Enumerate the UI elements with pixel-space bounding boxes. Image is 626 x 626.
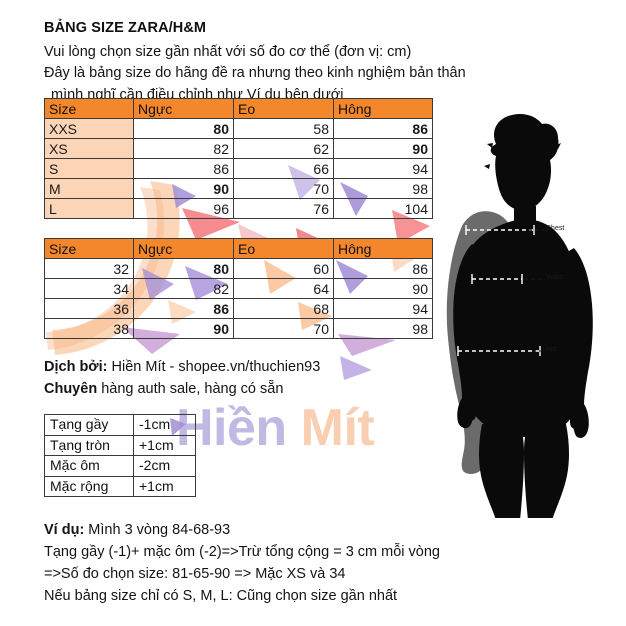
cell-nguc: 80: [133, 258, 234, 279]
cell-eo: 58: [233, 118, 334, 139]
cell-hong: 98: [333, 318, 433, 339]
cell-nguc: 86: [133, 298, 234, 319]
figure-label-chest: Chest: [546, 225, 565, 232]
measurement-lines: [458, 229, 540, 352]
cell-size: M: [44, 178, 134, 199]
credit-line-2-rest: hàng auth sale, hàng có sẵn: [97, 381, 284, 398]
cell-size: 38: [44, 318, 134, 339]
page-title: BẢNG SIZE ZARA/H&M: [44, 20, 207, 36]
table-row: XXS 80 58 86: [44, 118, 433, 139]
cell-size: L: [44, 198, 134, 219]
credit-line-1-rest: Hiền Mít - shopee.vn/thuchien93: [107, 359, 321, 375]
cell-eo: 64: [233, 278, 334, 299]
col-header-eo: Eo: [233, 98, 334, 119]
table-row: S 86 66 94: [44, 158, 433, 179]
credit-block: Dịch bởi: Hiền Mít - shopee.vn/thuchien9…: [44, 356, 444, 401]
cell-hong: 98: [333, 178, 433, 199]
cell-hong: 90: [333, 278, 433, 299]
example-line-1-bold: Ví dụ:: [44, 522, 85, 538]
table-header-row: Size Ngực Eo Hông: [44, 238, 433, 259]
cell-nguc: 90: [133, 178, 234, 199]
example-block: Ví dụ: Mình 3 vòng 84-68-93 Tạng gầy (-1…: [44, 519, 514, 607]
header-line-2: Đây là bảng size do hãng đề ra nhưng the…: [44, 65, 466, 82]
credit-line-2-bold: Chuyên: [44, 381, 98, 398]
example-line-1-rest: Mình 3 vòng 84-68-93: [84, 522, 231, 538]
female-silhouette: [446, 114, 593, 623]
cell-eo: 60: [233, 258, 334, 279]
cell-adjust-label: Mặc ôm: [44, 455, 134, 477]
cell-nguc: 80: [133, 118, 234, 139]
cell-hong: 86: [333, 118, 433, 139]
cell-adjust-value: -1cm: [133, 414, 196, 436]
cell-size: XXS: [44, 118, 134, 139]
col-header-nguc: Ngực: [133, 238, 234, 259]
table-row: Tạng tròn +1cm: [44, 434, 196, 456]
table-row: 32 80 60 86: [44, 258, 433, 279]
cell-hong: 90: [333, 138, 433, 159]
cell-eo: 66: [233, 158, 334, 179]
cell-size: 36: [44, 298, 134, 319]
table-row: M 90 70 98: [44, 178, 433, 199]
table-row: Mặc ôm -2cm: [44, 455, 196, 477]
example-line-3: =>Số đo chọn size: 81-65-90 => Mặc XS và…: [44, 566, 346, 583]
credit-line-1-bold: Dịch bởi:: [44, 359, 108, 375]
cell-eo: 68: [233, 298, 334, 319]
cell-nguc: 82: [133, 138, 234, 159]
header-block: BẢNG SIZE ZARA/H&M Vui lòng chọn size gầ…: [44, 18, 524, 106]
cell-eo: 62: [233, 138, 334, 159]
cell-nguc: 86: [133, 158, 234, 179]
cell-adjust-value: -2cm: [133, 455, 196, 477]
col-header-nguc: Ngực: [133, 98, 234, 119]
cell-hong: 94: [333, 158, 433, 179]
col-header-hong: Hông: [333, 238, 433, 259]
table-header-row: Size Ngực Eo Hông: [44, 98, 433, 119]
cell-size: XS: [44, 138, 134, 159]
cell-adjust-label: Tạng tròn: [44, 434, 134, 456]
size-table-numbers: Size Ngực Eo Hông 32 80 60 86 34 82 64 9…: [44, 238, 433, 339]
silhouette-body: [453, 114, 593, 623]
cell-adjust-value: +1cm: [133, 475, 196, 497]
credit-line-2: Chuyên hàng auth sale, hàng có sẵn: [44, 378, 444, 400]
size-table-letters: Size Ngực Eo Hông XXS 80 58 86 XS 82 62 …: [44, 98, 433, 219]
cell-eo: 70: [233, 178, 334, 199]
col-header-size: Size: [44, 238, 134, 259]
cell-nguc: 96: [133, 198, 234, 219]
table-row: L 96 76 104: [44, 198, 433, 219]
figure-label-waist: Waist: [546, 274, 564, 281]
example-line-4: Nếu bảng size chỉ có S, M, L: Cũng chọn …: [44, 588, 398, 605]
adjustment-table: Tạng gầy -1cm Tạng tròn +1cm Mặc ôm -2cm…: [44, 414, 196, 497]
cell-size: S: [44, 158, 134, 179]
table-row: Tạng gầy -1cm: [44, 414, 196, 436]
table-row: 34 82 64 90: [44, 278, 433, 299]
cell-eo: 70: [233, 318, 334, 339]
credit-line-1: Dịch bởi: Hiền Mít - shopee.vn/thuchien9…: [44, 356, 444, 378]
cell-adjust-label: Mặc rộng: [44, 475, 134, 497]
cell-nguc: 90: [133, 318, 234, 339]
body-measurement-figure: Chest Waist Hip: [424, 108, 626, 623]
cell-hong: 94: [333, 298, 433, 319]
cell-size: 32: [44, 258, 134, 279]
cell-hong: 104: [333, 198, 433, 219]
table-row: 36 86 68 94: [44, 298, 433, 319]
cell-adjust-value: +1cm: [133, 434, 196, 456]
table-row: XS 82 62 90: [44, 138, 433, 159]
cell-hong: 86: [333, 258, 433, 279]
cell-nguc: 82: [133, 278, 234, 299]
table-row: Mặc rộng +1cm: [44, 475, 196, 497]
leader-lines: [524, 229, 544, 352]
figure-label-hip: Hip: [546, 346, 557, 353]
header-line-1: Vui lòng chọn size gần nhất với số đo cơ…: [44, 43, 412, 60]
col-header-size: Size: [44, 98, 134, 119]
col-header-hong: Hông: [333, 98, 433, 119]
example-line-2: Tạng gầy (-1)+ mặc ôm (-2)=>Trừ tổng cộn…: [44, 544, 440, 561]
col-header-eo: Eo: [233, 238, 334, 259]
cell-size: 34: [44, 278, 134, 299]
table-row: 38 90 70 98: [44, 318, 433, 339]
example-line-1: Ví dụ: Mình 3 vòng 84-68-93: [44, 519, 514, 541]
cell-adjust-label: Tạng gầy: [44, 414, 134, 436]
cell-eo: 76: [233, 198, 334, 219]
